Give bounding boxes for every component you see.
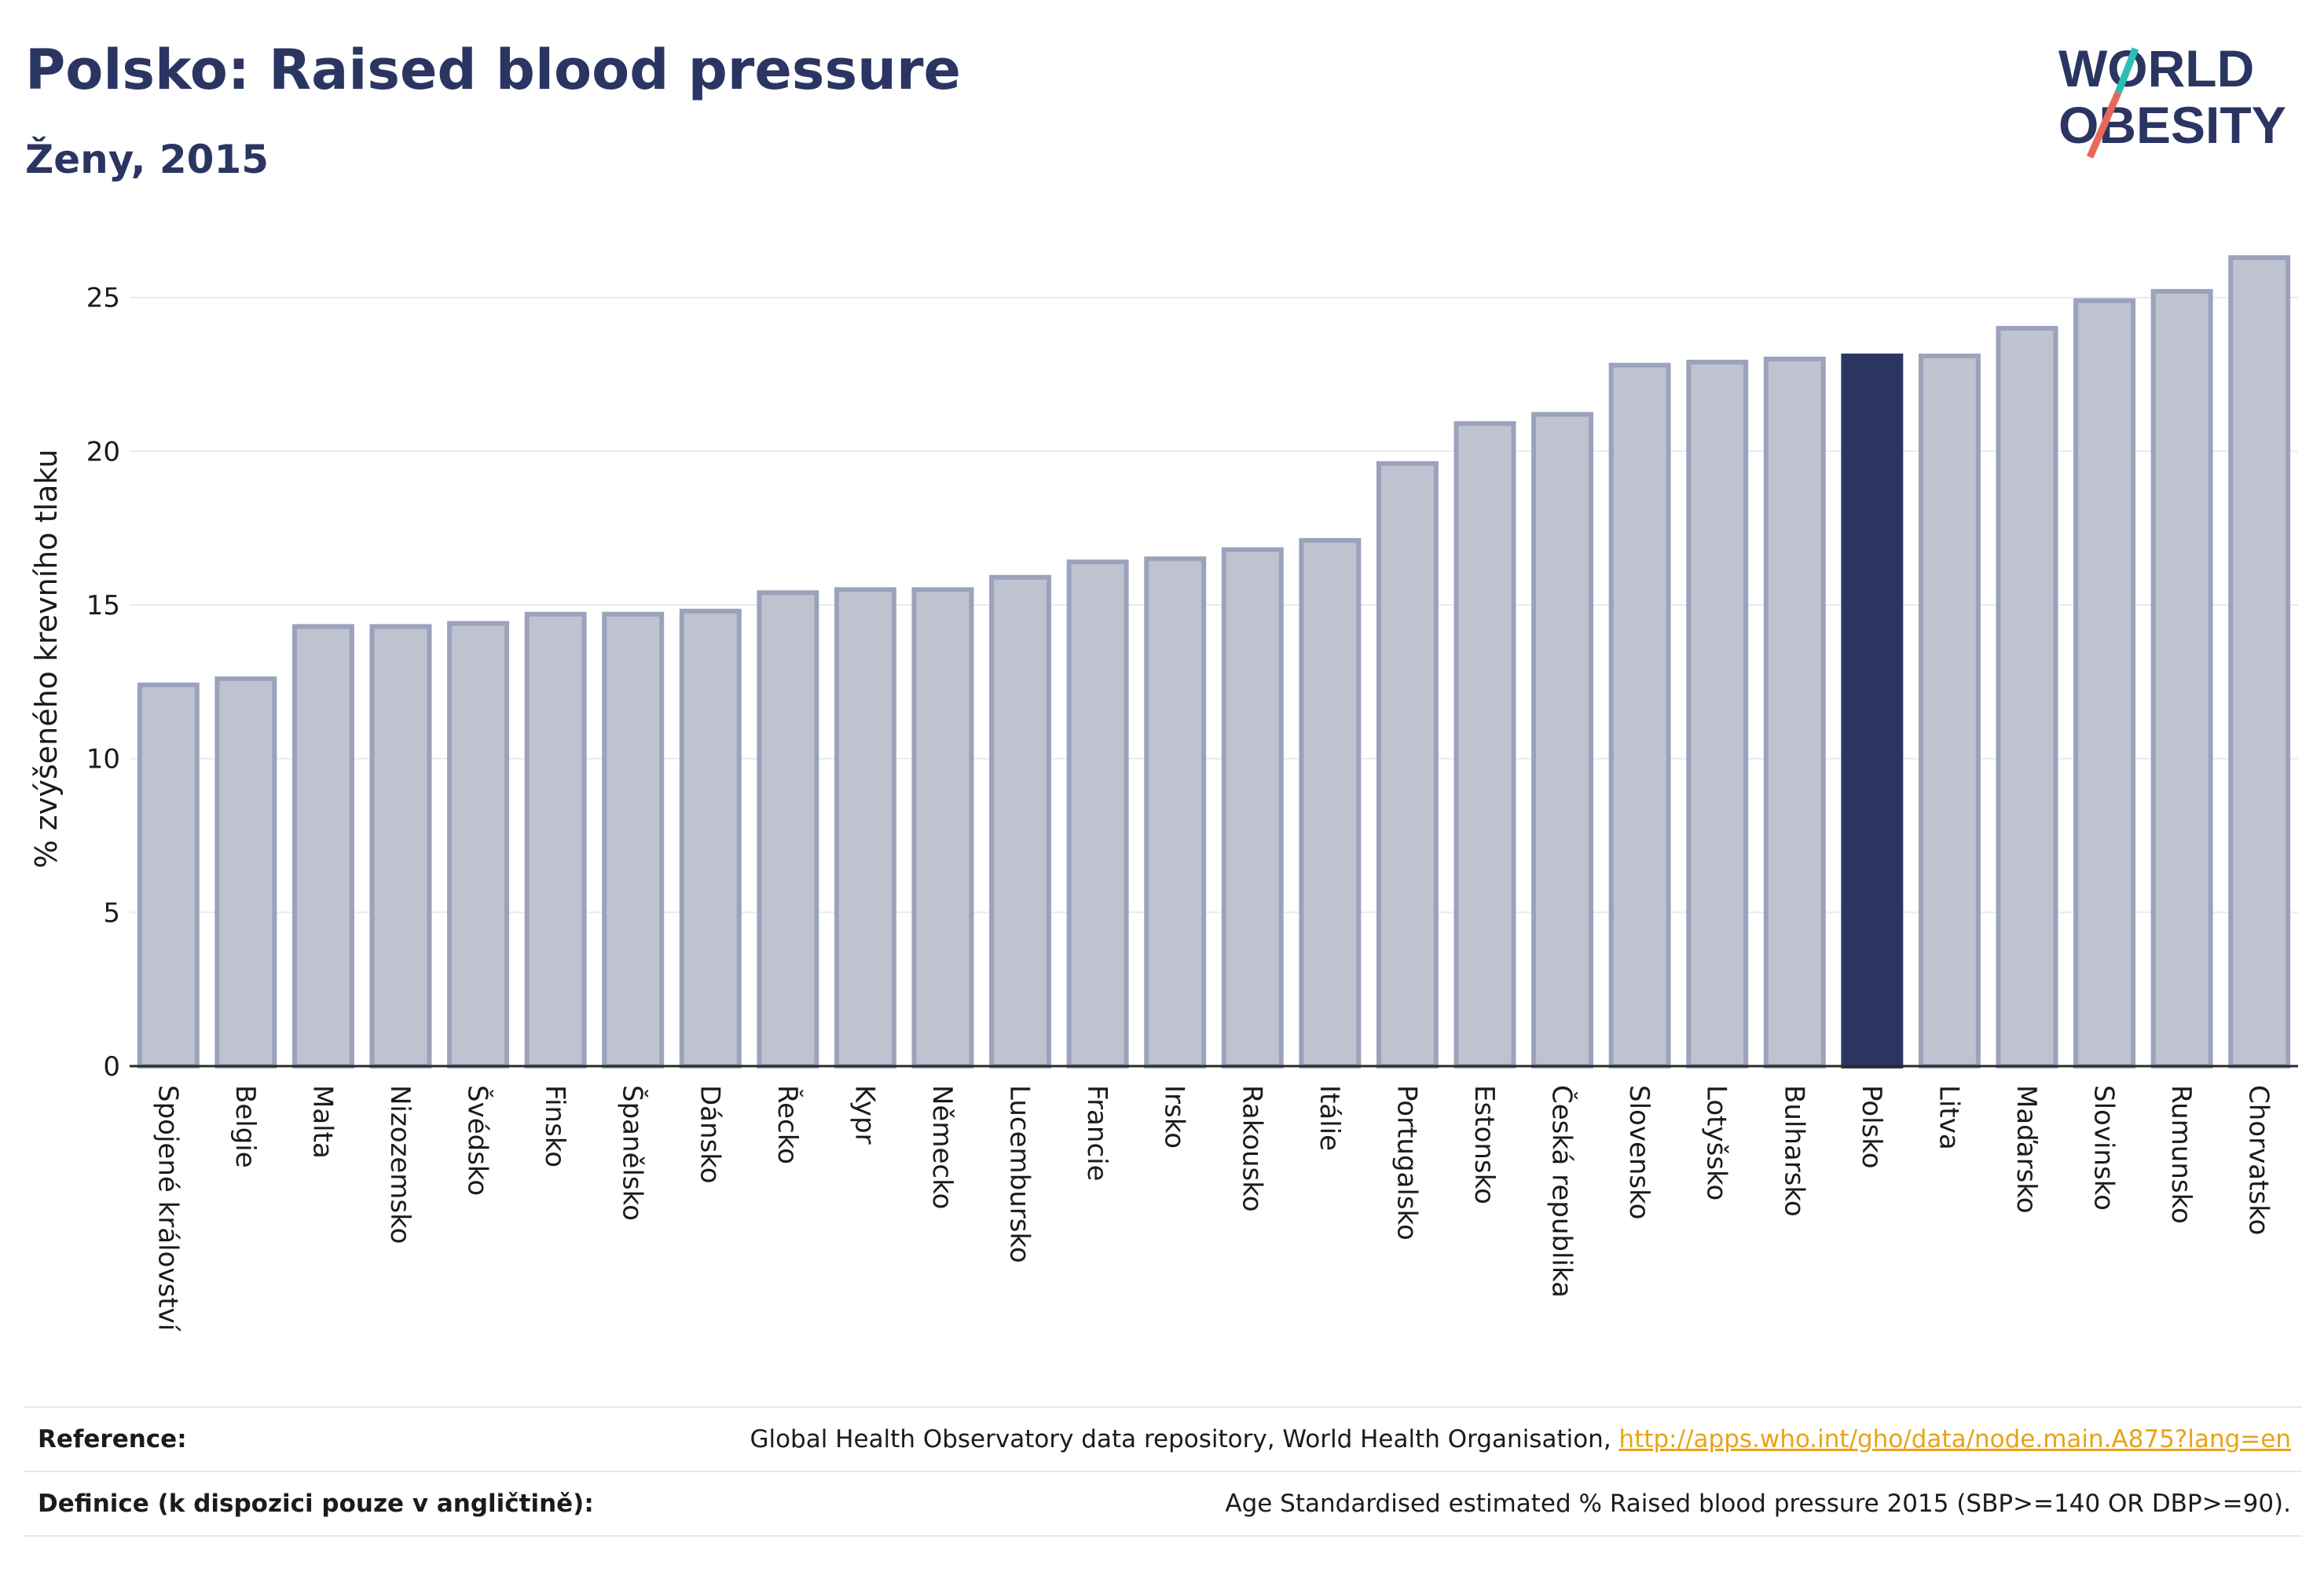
y-tick-label: 20: [86, 436, 120, 467]
x-tick-label: Slovensko: [1623, 1085, 1655, 1219]
y-tick-label: 0: [103, 1051, 120, 1083]
bar: [1608, 362, 1671, 1068]
bar: [1918, 354, 1981, 1068]
x-tick-label: Polsko: [1856, 1085, 1887, 1169]
x-tick-label: Česká republika: [1546, 1085, 1578, 1298]
chart-subtitle: Ženy, 2015: [25, 137, 269, 182]
bar: [2228, 255, 2291, 1068]
x-tick-label: Estonsko: [1468, 1085, 1500, 1204]
x-tick-label: Chorvatsko: [2243, 1085, 2275, 1235]
x-tick-label: Belgie: [229, 1085, 261, 1168]
bar: [1686, 359, 1749, 1068]
bar: [602, 611, 665, 1068]
bar: [2150, 288, 2213, 1068]
bar: [1453, 421, 1516, 1068]
x-tick-label: Švédsko: [462, 1085, 494, 1196]
bar: [1531, 412, 1594, 1068]
x-tick-label: Rakousko: [1236, 1085, 1267, 1212]
x-tick-label: Rumunsko: [2165, 1085, 2197, 1224]
x-tick-label: Lucembursko: [1004, 1085, 1036, 1263]
reference-text: Global Health Observatory data repositor…: [750, 1425, 1619, 1453]
chart-title: Polsko: Raised blood pressure: [25, 38, 961, 102]
reference-link[interactable]: http://apps.who.int/gho/data/node.main.A…: [1618, 1425, 2291, 1453]
bar: [524, 611, 587, 1068]
x-tick-label: Francie: [1081, 1085, 1113, 1182]
bar: [137, 682, 200, 1068]
references-panel: Reference: Global Health Observatory dat…: [24, 1406, 2302, 1537]
x-tick-label: Irsko: [1159, 1085, 1190, 1149]
bar: [447, 621, 510, 1068]
x-tick-label: Kypr: [849, 1085, 880, 1145]
x-tick-label: Itálie: [1314, 1085, 1345, 1151]
x-tick-label: Slovinsko: [2088, 1085, 2120, 1211]
reference-label: Reference:: [38, 1425, 187, 1453]
bar: [2073, 298, 2136, 1068]
x-tick-label: Finsko: [539, 1085, 570, 1167]
bar: [369, 624, 432, 1068]
reference-value: Global Health Observatory data repositor…: [750, 1425, 2302, 1453]
x-tick-label: Spojené království: [152, 1085, 183, 1332]
x-tick-label: Litva: [1933, 1085, 1964, 1150]
x-tick-label: Lotyšsko: [1701, 1085, 1732, 1200]
y-axis-label: % zvýšeného krevního tlaku: [29, 449, 64, 869]
bar: [1144, 556, 1207, 1068]
y-tick-label: 25: [86, 283, 120, 314]
bar: [1376, 461, 1439, 1068]
y-tick-label: 15: [86, 590, 120, 621]
definition-text: Age Standardised estimated % Raised bloo…: [1225, 1490, 2291, 1518]
bar: [834, 587, 896, 1068]
bar: [989, 574, 1052, 1068]
bar: [1841, 354, 1904, 1068]
y-tick-label: 5: [103, 897, 120, 929]
definition-row: Definice (k dispozici pouze v angličtině…: [24, 1471, 2302, 1537]
x-tick-label: Španělsko: [617, 1085, 649, 1221]
bar: [291, 624, 354, 1068]
x-tick-label: Maďarsko: [2011, 1085, 2042, 1214]
y-tick-label: 10: [86, 744, 120, 775]
x-tick-label: Německo: [926, 1085, 958, 1209]
reference-row: Reference: Global Health Observatory dat…: [24, 1406, 2302, 1471]
bar: [1299, 537, 1362, 1068]
x-tick-label: Řecko: [772, 1085, 804, 1164]
bar: [679, 608, 742, 1068]
bar: [1221, 547, 1284, 1068]
definition-label: Definice (k dispozici pouze v angličtině…: [38, 1490, 594, 1518]
bar: [1996, 325, 2058, 1068]
x-tick-label: Portugalsko: [1391, 1085, 1422, 1241]
bar: [757, 590, 819, 1068]
bar: [1066, 559, 1129, 1068]
svg-text:WORLD: WORLD: [2058, 39, 2254, 97]
bar: [1763, 356, 1826, 1068]
bar: [214, 676, 277, 1068]
x-tick-label: Bulharsko: [1778, 1085, 1809, 1217]
bar-chart: 0 5 10 15 20 25 % zvýšeného krevního tlaku Spoj…: [29, 255, 2298, 1332]
x-tick-label: Dánsko: [694, 1085, 725, 1184]
x-tick-label: Nizozemsko: [384, 1085, 416, 1244]
world-obesity-logo: WORLD OBESITY: [2058, 39, 2286, 159]
bar: [911, 587, 974, 1068]
x-tick-label: Malta: [306, 1085, 338, 1159]
